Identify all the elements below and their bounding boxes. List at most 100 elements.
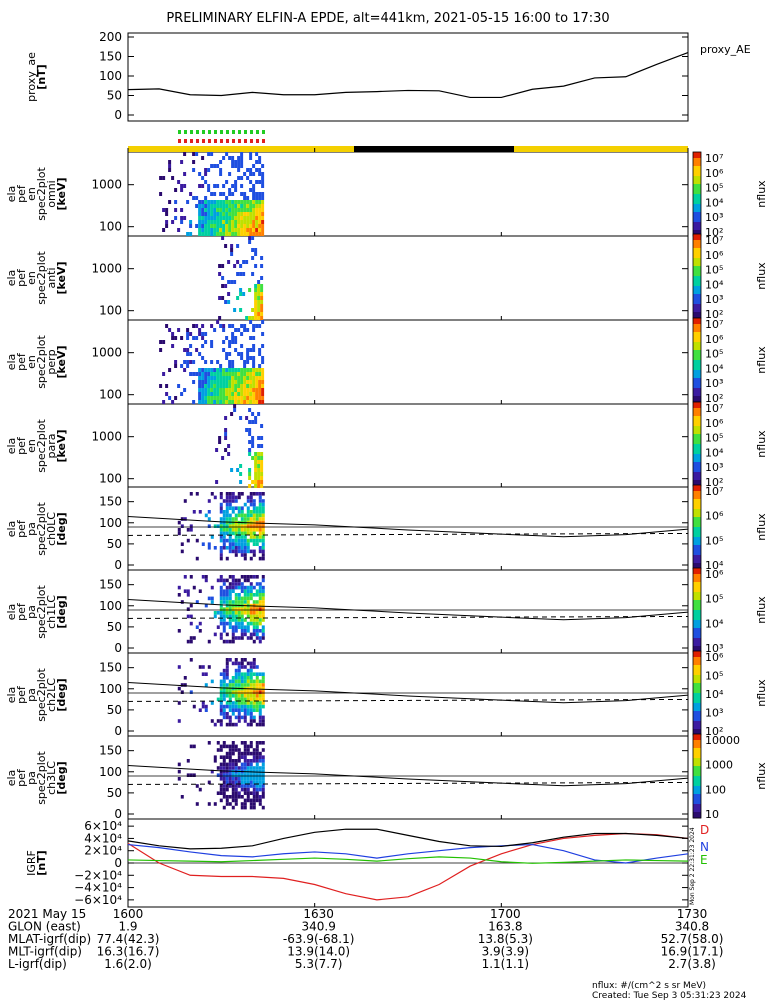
colorbar-cell [693,539,701,542]
colorbar-tick-label: 10³ [705,377,723,390]
spectrogram-cell [210,719,214,723]
spectrogram-cell [204,575,208,579]
colorbar-cell [693,432,701,435]
axis-label-line: spec2plot [35,251,48,305]
spectrogram-cell [234,495,238,500]
spectrogram-cell [225,578,229,583]
spectrogram-cell [177,686,181,691]
colorbar-cell [693,734,701,737]
spectrogram-cell [228,524,232,528]
spectrogram-cell [252,593,256,597]
axis-label-line: ch0LC [45,512,58,546]
spectrogram-cell [240,611,244,615]
spectrogram-cell [246,773,250,777]
spectrogram-cell [258,204,262,208]
spectrogram-cell [192,510,196,514]
spectrogram-cell [243,683,247,687]
spectrogram-cell [243,531,247,536]
spectrogram-cell [245,416,249,420]
colorbar-tick-label: 10⁷ [705,234,723,247]
spectrogram-cell [228,396,232,400]
spectrogram-cell [234,513,238,518]
spectrogram-cell [231,340,235,344]
spectrogram-cell [246,220,250,224]
spectrogram-cell [255,208,259,212]
colorbar-cell [693,507,701,510]
spectrogram-cell [228,535,232,539]
spectrogram-cell [249,766,253,770]
colorbar-label: nflux [755,596,768,624]
spectrogram-cell [201,665,205,669]
spectrogram-cell [213,611,217,615]
spectrogram-cell [252,694,256,698]
spectrogram-cell [189,636,193,640]
spectrogram-cell [204,332,208,336]
spectrogram-cell [261,686,265,691]
spectrogram-cell [222,777,226,781]
spectrogram-cell [243,791,247,795]
spectrogram-cell [258,506,262,510]
spectrogram-cell [246,784,250,788]
flag-green-dot [220,130,223,134]
colorbar-label: nflux [755,679,768,707]
spectrogram-cell [240,632,244,637]
spectrogram-cell [201,336,205,340]
spectrogram-cell [237,780,241,785]
colorbar-cell [693,527,701,530]
spectrogram-cell [219,697,223,702]
spectrogram-cell [243,549,247,554]
spectrogram-cell [249,348,253,352]
spectrogram-cell [234,216,238,220]
spectrogram-cell [177,520,181,525]
spectrogram-cell [219,766,223,770]
spectrogram-cell [248,440,252,444]
spectrogram-cell [243,805,247,810]
spectrogram-cell [230,468,234,472]
spectrogram-cell [180,795,184,799]
spectrogram-cell [210,368,214,372]
colorbar-cell [693,517,701,520]
spectrogram-cell [237,636,241,640]
spectrogram-cell [237,665,241,669]
spectrogram-cell [221,284,225,288]
spectrogram-cell [225,755,229,759]
spectrogram-cell [222,228,226,232]
spectrogram-cell [243,535,247,539]
spectrogram-cell [252,665,256,669]
spectrogram-cell [249,549,253,554]
spectrogram-cell [210,400,214,404]
spectrogram-cell [243,224,247,228]
spectrogram-cell [261,524,265,528]
spectrogram-cell [225,589,229,593]
spectrogram-cell [261,360,265,364]
spectrogram-cell [204,603,208,608]
spectrogram-cell [255,528,259,532]
spectrogram-cell [237,578,241,583]
spectrogram-cell [225,556,229,561]
spectrogram-cell [228,582,232,586]
spectrogram-cell [234,697,238,702]
colorbar-cell [693,384,701,387]
spectrogram-cell [210,492,214,496]
spectrogram-cell [183,575,187,579]
spectrogram-cell [261,766,265,770]
spectrogram-cell [222,712,226,716]
spectrogram-cell [245,260,249,264]
spectrogram-cell [236,260,240,264]
spectrogram-cell [237,546,241,550]
spectrogram-cell [222,384,226,388]
spectrogram-cell [252,629,256,633]
colorbar-cell [693,786,701,789]
spectrogram-cell [252,802,256,806]
spectrogram-cell [240,784,244,788]
spectrogram-cell [230,412,234,416]
axis-label-line: pef [15,602,28,621]
spectrogram-cell [198,216,202,220]
spectrogram-cell [204,228,208,232]
spectrogram-cell [246,538,250,543]
spectrogram-cell [228,376,232,380]
spectrogram-cell [198,372,202,376]
colorbar-cell [693,386,701,389]
spectrogram-cell [252,192,256,196]
